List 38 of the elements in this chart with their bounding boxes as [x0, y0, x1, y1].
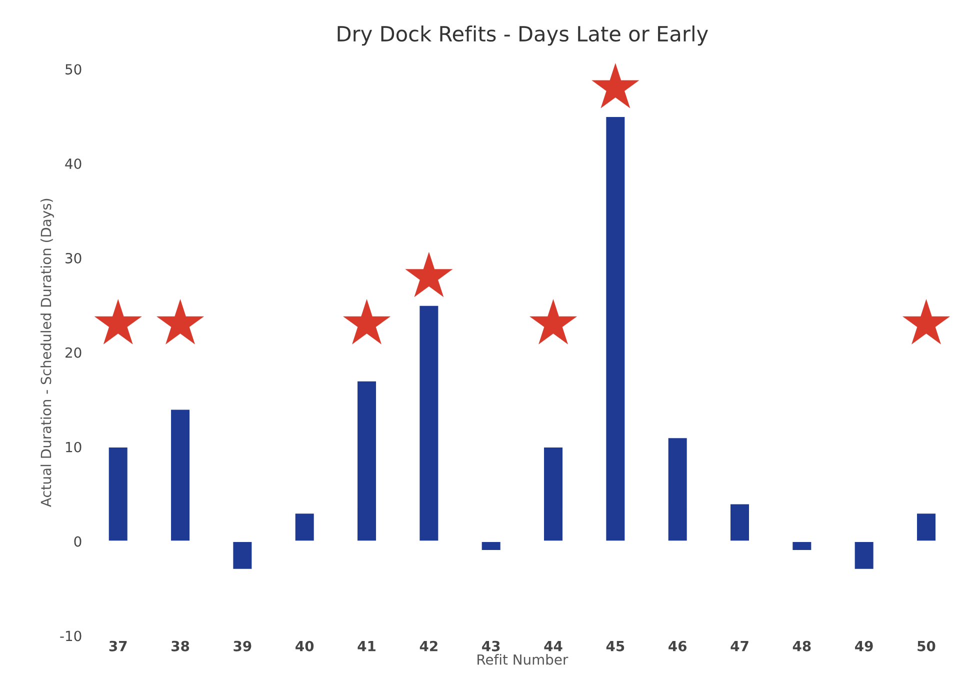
x-axis-title: Refit Number — [478, 654, 568, 665]
x-tick-label: 42 — [420, 640, 438, 652]
bar — [107, 446, 129, 542]
bar — [542, 446, 564, 542]
y-tick-label: 40 — [65, 158, 82, 170]
x-tick-label: 40 — [296, 640, 314, 652]
bar — [170, 408, 191, 542]
bar — [853, 540, 875, 570]
x-tick-label: 37 — [109, 640, 127, 652]
x-tick-label: 39 — [234, 640, 252, 652]
x-tick-label: 48 — [792, 640, 811, 652]
bar — [480, 540, 502, 552]
bar — [604, 116, 626, 542]
y-tick-label: -10 — [60, 630, 82, 642]
y-tick-label: 50 — [66, 64, 82, 75]
y-tick-label: 10 — [66, 442, 82, 452]
bar — [916, 512, 937, 542]
bar — [791, 540, 813, 552]
bar — [666, 436, 688, 542]
x-tick-label: 43 — [482, 640, 500, 652]
x-tick-label: 49 — [855, 640, 873, 652]
y-tick-label: 30 — [66, 252, 82, 264]
x-tick-label: 41 — [358, 641, 376, 652]
bar — [356, 380, 378, 542]
x-tick-label: 38 — [172, 640, 190, 652]
bar — [729, 502, 750, 542]
x-tick-label: 46 — [668, 640, 687, 652]
y-tick-label: 0 — [74, 536, 82, 547]
bar — [418, 304, 440, 542]
y-axis-title: Actual Duration - Scheduled Duration (Days) — [40, 198, 54, 507]
bar — [294, 512, 316, 542]
x-tick-label: 45 — [606, 641, 624, 652]
x-tick-label: 47 — [730, 641, 748, 652]
x-tick-label: 44 — [544, 641, 562, 652]
y-tick-label: 20 — [66, 347, 82, 358]
x-tick-label: 50 — [918, 640, 936, 652]
chart-title: Dry Dock Refits - Days Late or Early — [338, 25, 708, 46]
bar — [232, 540, 254, 570]
